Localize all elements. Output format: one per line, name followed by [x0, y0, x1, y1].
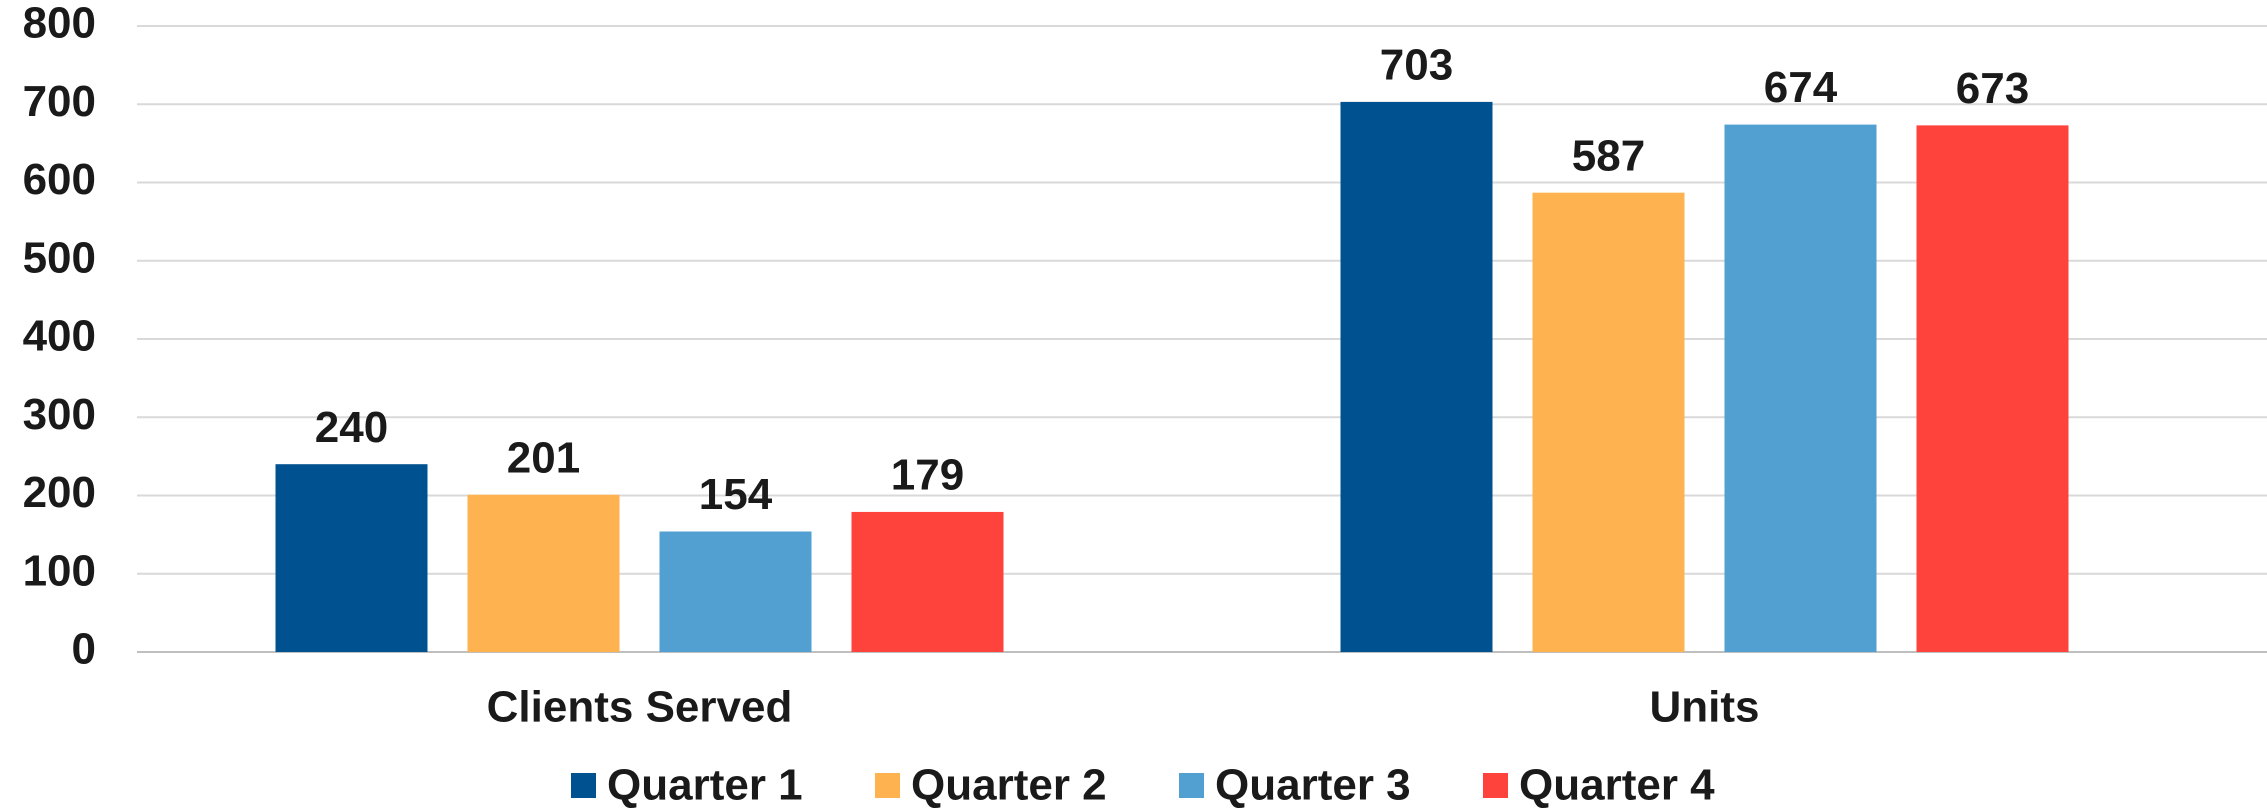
y-tick-label: 600 [23, 155, 96, 204]
bar [275, 464, 428, 652]
data-label: 674 [1764, 63, 1838, 112]
bar [659, 531, 812, 652]
y-tick-label: 400 [23, 312, 96, 361]
data-label: 154 [699, 470, 773, 519]
legend-swatch [1483, 773, 1508, 798]
legend-swatch [571, 773, 596, 798]
data-label: 703 [1380, 41, 1453, 90]
y-tick-label: 800 [23, 0, 96, 48]
x-tick-label: Units [1650, 683, 1760, 732]
legend-swatch [1179, 773, 1204, 798]
bar [1916, 125, 2069, 652]
y-tick-label: 500 [23, 233, 96, 282]
bar [1724, 124, 1877, 653]
x-tick-label: Clients Served [487, 683, 793, 732]
y-tick-label: 100 [23, 546, 96, 595]
legend-label: Quarter 4 [1519, 761, 1715, 808]
bar [1532, 192, 1685, 653]
data-label: 673 [1956, 64, 2029, 113]
legend-label: Quarter 3 [1215, 761, 1411, 808]
data-label: 201 [507, 433, 580, 482]
data-label: 240 [315, 403, 388, 452]
legend-swatch [875, 773, 900, 798]
legend-label: Quarter 1 [607, 761, 803, 808]
y-tick-label: 700 [23, 77, 96, 126]
bar [467, 494, 620, 652]
y-tick-label: 300 [23, 390, 96, 439]
y-tick-label: 200 [23, 468, 96, 517]
bar [851, 511, 1004, 652]
data-label: 587 [1572, 131, 1645, 180]
legend-label: Quarter 2 [911, 761, 1107, 808]
bar [1340, 101, 1493, 653]
data-label: 179 [891, 451, 964, 500]
y-tick-label: 0 [72, 625, 96, 674]
